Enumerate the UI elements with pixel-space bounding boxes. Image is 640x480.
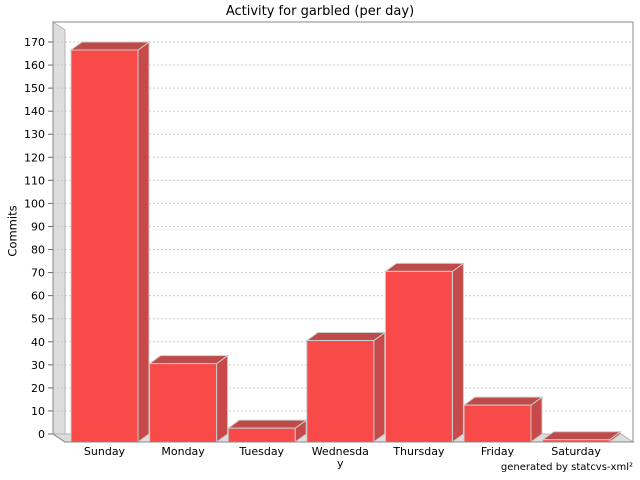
bar-friday	[462, 396, 544, 443]
bar-saturday	[541, 430, 623, 443]
y-tick-label-0: 0	[38, 428, 45, 441]
y-tick-label-90: 90	[31, 220, 45, 233]
y-tick-label-70: 70	[31, 267, 45, 280]
plot-border	[52, 21, 634, 443]
bar-top-face	[226, 419, 308, 429]
x-category-label-saturday: Saturday	[551, 445, 601, 458]
bar-side-face	[216, 354, 229, 443]
y-tick-label-110: 110	[24, 174, 45, 187]
bar-top-face	[541, 431, 623, 441]
bar-top-face	[383, 262, 465, 272]
y-tick-label-100: 100	[24, 197, 45, 210]
bar-front-face	[463, 404, 532, 443]
y-tick-label-140: 140	[24, 105, 45, 118]
y-tick-label-160: 160	[24, 59, 45, 72]
bar-monday	[148, 354, 230, 443]
bar-top-face	[148, 355, 230, 365]
bar-tuesday	[226, 419, 308, 443]
chart-title: Activity for garbled (per day)	[225, 4, 415, 19]
y-tick-label-170: 170	[24, 36, 45, 49]
bar-side-face	[137, 41, 150, 443]
bar-front-face	[70, 49, 139, 443]
y-tick-label-40: 40	[31, 336, 45, 349]
bar-top-face	[69, 41, 151, 51]
x-category-label-sunday: Sunday	[84, 445, 126, 458]
y-tick-label-120: 120	[24, 151, 45, 164]
x-category-label-thursday: Thursday	[392, 445, 445, 458]
bar-front-face	[306, 340, 375, 443]
bar-side-face	[451, 262, 464, 443]
y-tick-label-80: 80	[31, 244, 45, 257]
generator-credit: generated by statcvs-xml²	[500, 462, 633, 473]
bar-top-face	[462, 396, 544, 406]
plot-left-wall-3d	[52, 21, 66, 443]
y-tick-label-50: 50	[31, 313, 45, 326]
bar-side-face	[373, 331, 386, 443]
bar-front-face	[384, 270, 453, 443]
bar-wednesday	[305, 331, 387, 443]
x-category-label-wednesday: Wednesda	[312, 445, 369, 458]
y-tick-label-20: 20	[31, 382, 45, 395]
y-tick-label-10: 10	[31, 405, 45, 418]
x-category-label-friday: Friday	[481, 445, 515, 458]
bar-front-face	[149, 363, 218, 443]
x-category-label-tuesday: Tuesday	[238, 445, 284, 458]
y-tick-label-130: 130	[24, 128, 45, 141]
y-tick-label-150: 150	[24, 82, 45, 95]
y-tick-label-60: 60	[31, 290, 45, 303]
bar-front-face	[227, 427, 296, 443]
bar-thursday	[383, 262, 465, 443]
bar-top-face	[305, 332, 387, 342]
bar-sunday	[69, 41, 151, 443]
x-category-label-monday: Monday	[161, 445, 205, 458]
x-category-label-wednesday: y	[337, 457, 344, 470]
y-tick-label-30: 30	[31, 359, 45, 372]
